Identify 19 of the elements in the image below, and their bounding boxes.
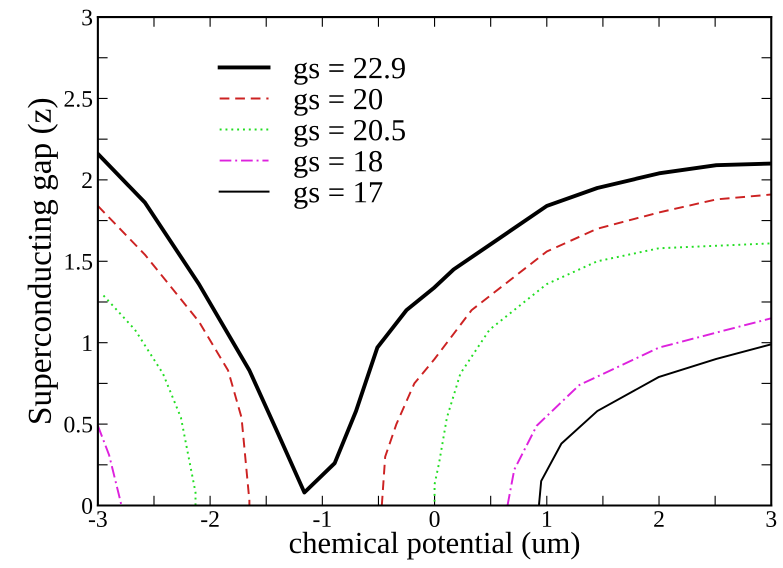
y-tick-label: 2.5 [64, 91, 92, 107]
y-tick-label: 2 [82, 172, 92, 188]
x-tick-label: 1 [542, 511, 552, 527]
x-tick-label: 2 [654, 511, 664, 527]
x-axis-title: chemical potential (um) [290, 532, 580, 560]
x-tick-label: -1 [313, 511, 331, 527]
legend-label: gs = 20.5 [294, 120, 405, 147]
x-tick-label: 0 [430, 511, 440, 527]
legend-label: gs = 22.9 [294, 58, 405, 85]
legend-label: gs = 18 [294, 150, 382, 178]
x-tick-label: -2 [201, 511, 219, 527]
x-tick-label: 3 [766, 511, 776, 527]
legend-label: gs = 20 [294, 88, 382, 116]
y-tick-label: 1.5 [66, 254, 92, 270]
legend-label: gs = 17 [294, 182, 382, 209]
y-tick-label: 3 [82, 10, 92, 26]
y-tick-label: 0.5 [64, 416, 92, 433]
y-axis-title: Superconducting gap (z) [28, 98, 58, 423]
y-tick-label: 1 [83, 335, 92, 351]
